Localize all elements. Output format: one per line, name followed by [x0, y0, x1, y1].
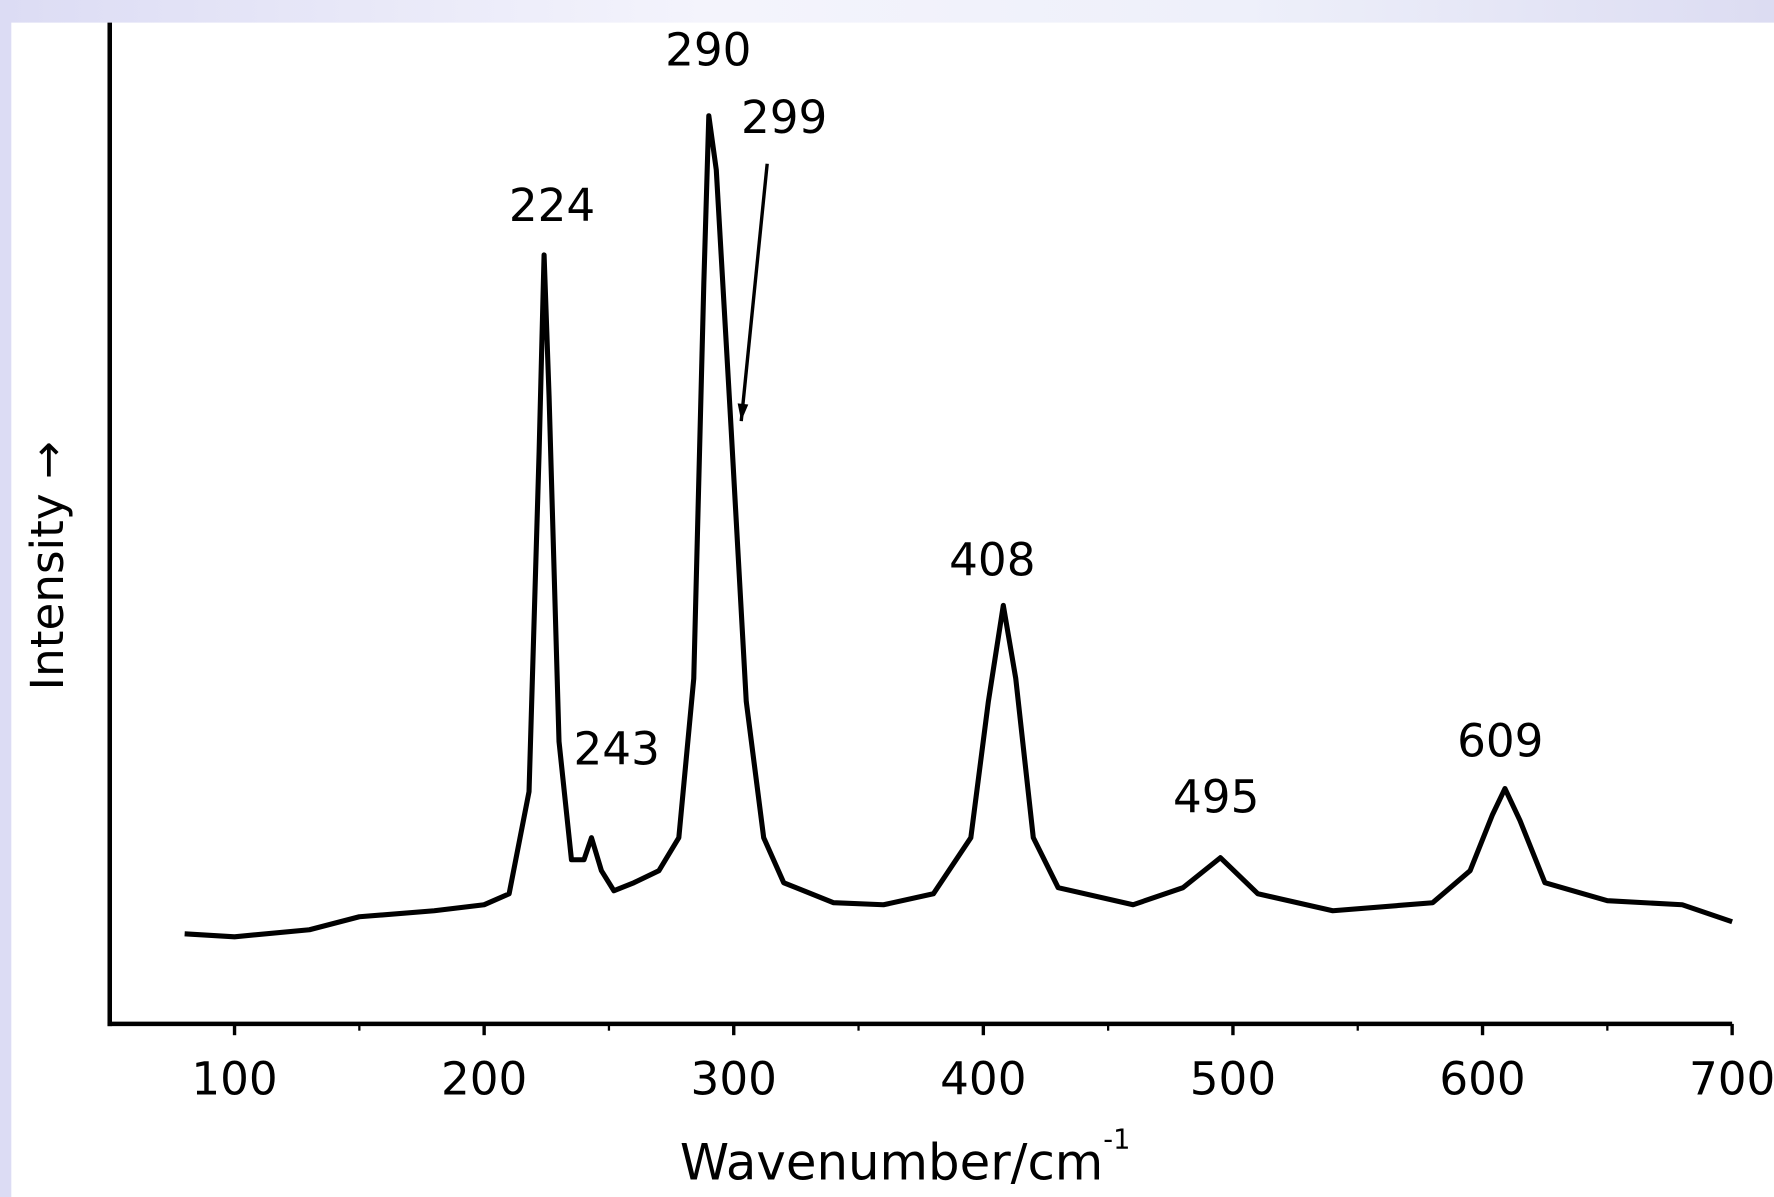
y-axis-label: Intensity → [21, 441, 74, 690]
peak-label: 243 [573, 723, 659, 776]
peak-label: 290 [665, 24, 751, 77]
x-axis-label: Wavenumber/cm-1 [680, 1124, 1130, 1191]
spectrum-line [184, 113, 1733, 940]
x-label-main: Wavenumber/cm [680, 1133, 1103, 1191]
x-tick-label: 400 [940, 1053, 1026, 1106]
x-tick-label: 300 [691, 1053, 777, 1106]
plot-background [11, 22, 1774, 1197]
x-tick-label: 200 [441, 1053, 527, 1106]
peak-label: 495 [1173, 771, 1259, 824]
peak-label: 299 [741, 91, 827, 144]
x-tick-label: 600 [1439, 1053, 1525, 1106]
x-label-sup: -1 [1103, 1124, 1130, 1155]
peak-label: 609 [1457, 715, 1543, 768]
x-tick-label: 100 [191, 1053, 277, 1106]
peak-label: 224 [509, 179, 595, 232]
arrow-head [737, 403, 749, 422]
x-tick-label: 500 [1190, 1053, 1276, 1106]
x-tick-label: 700 [1689, 1053, 1774, 1106]
annotation-arrow [739, 163, 769, 422]
peak-label: 408 [949, 533, 1035, 586]
